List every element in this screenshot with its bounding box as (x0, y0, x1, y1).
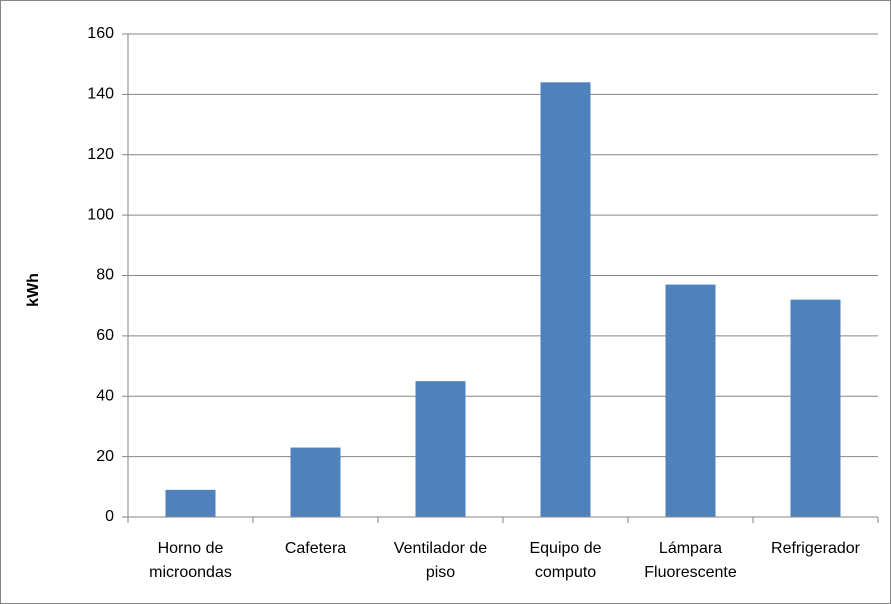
y-tick-label: 100 (87, 206, 114, 223)
x-tick-label: Cafetera (284, 540, 347, 557)
y-tick-label: 120 (87, 146, 114, 163)
x-tick-label: Ventilador de piso (393, 540, 488, 581)
bar (165, 489, 216, 517)
bar (790, 299, 841, 517)
y-tick-label: 160 (87, 25, 114, 42)
x-tick-label: Equipo de computo (529, 540, 602, 581)
bar (665, 284, 716, 517)
y-tick-label: 60 (96, 327, 114, 344)
x-tick-label: Horno de microondas (149, 540, 232, 581)
y-axis-label: kWh (25, 273, 42, 307)
bar (290, 447, 341, 517)
y-tick-label: 20 (96, 448, 114, 465)
bar (415, 381, 466, 517)
y-tick-label: 0 (105, 508, 114, 525)
x-tick-label: Lámpara Fluorescente (644, 540, 737, 581)
y-tick-label: 40 (96, 387, 114, 404)
y-tick-label: 80 (96, 267, 114, 284)
bar (540, 82, 591, 518)
x-tick-label: Refrigerador (771, 540, 860, 557)
y-tick-label: 140 (87, 86, 114, 103)
